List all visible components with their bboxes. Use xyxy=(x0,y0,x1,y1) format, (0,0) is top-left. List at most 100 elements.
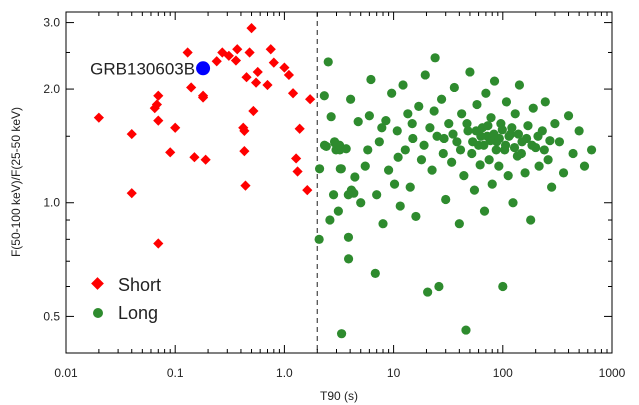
long-grb-point xyxy=(504,131,514,141)
short-grb-point xyxy=(165,147,176,158)
long-grb-point xyxy=(419,140,429,150)
short-grb-point xyxy=(189,152,200,163)
long-grb-point xyxy=(527,140,537,150)
long-grb-point xyxy=(586,145,597,155)
legend-long-marker xyxy=(93,308,103,318)
y-tick-label: 1.0 xyxy=(43,196,60,210)
long-grb-point xyxy=(360,161,370,171)
long-grb-point xyxy=(469,185,480,195)
long-grb-point xyxy=(508,198,518,208)
long-grb-point xyxy=(521,133,532,144)
x-axis-title: T90 (s) xyxy=(320,389,358,403)
short-grb-point xyxy=(252,66,263,78)
long-grb-point xyxy=(407,119,417,129)
long-grb-point xyxy=(540,97,550,107)
long-grb-point xyxy=(425,123,435,133)
long-grb-point xyxy=(350,172,360,182)
short-grb-point xyxy=(93,112,104,123)
short-grb-point xyxy=(287,88,299,99)
long-grb-point xyxy=(484,155,494,165)
long-grb-point xyxy=(343,232,354,242)
long-grb-point xyxy=(457,109,467,119)
long-grb-point xyxy=(408,133,418,144)
long-grb-point xyxy=(507,123,517,133)
long-grb-point xyxy=(366,74,376,85)
long-grb-point xyxy=(444,119,454,129)
long-grb-point xyxy=(326,112,336,122)
y-tick-label: 3.0 xyxy=(43,16,60,30)
short-grb-point xyxy=(126,188,137,199)
long-grb-point xyxy=(405,182,415,192)
long-grb-point xyxy=(420,70,430,80)
y-tick-label: 0.5 xyxy=(43,309,60,323)
short-grb-point xyxy=(302,185,313,196)
annotation-label: GRB130603B xyxy=(90,59,195,78)
long-grb-point xyxy=(335,164,345,174)
long-grb-point xyxy=(539,145,549,155)
long-grb-point xyxy=(434,281,444,292)
long-grb-point xyxy=(483,121,493,131)
long-grb-point xyxy=(462,119,472,129)
long-grb-point xyxy=(384,165,394,175)
long-grb-point xyxy=(439,133,449,144)
long-grb-point xyxy=(363,145,373,155)
long-grb-point xyxy=(452,137,462,147)
long-grb-point xyxy=(459,170,469,181)
long-grb-point xyxy=(513,129,524,139)
long-grb-point xyxy=(550,119,560,129)
y-axis: 0.5 1.0 2.0 3.0 xyxy=(43,16,612,354)
long-grb-point xyxy=(463,126,473,136)
long-grb-point xyxy=(398,80,408,90)
highlight-point xyxy=(196,61,211,76)
x-tick-label: 100 xyxy=(493,366,513,380)
long-grb-point xyxy=(381,116,391,126)
long-grb-point xyxy=(336,329,347,339)
long-grb-point xyxy=(400,145,410,155)
legend-short-label: Short xyxy=(118,275,161,295)
long-grb-point xyxy=(579,161,590,171)
long-grb-point xyxy=(547,182,557,192)
long-grb-point xyxy=(377,123,387,133)
y-tick-label: 2.0 xyxy=(43,82,60,96)
long-grb-point xyxy=(447,157,457,167)
long-grb-point xyxy=(475,160,485,170)
long-grb-point xyxy=(479,206,490,216)
long-grb-point xyxy=(500,140,511,150)
long-grb-point xyxy=(455,145,466,155)
long-grb-point xyxy=(501,97,512,107)
legend-long-label: Long xyxy=(118,303,158,323)
long-grb-point xyxy=(520,168,530,178)
x-tick-label: 1000 xyxy=(599,366,626,380)
legend-short-marker xyxy=(91,277,104,290)
x-tick-label: 0.1 xyxy=(167,366,184,380)
long-grb-point xyxy=(328,190,339,200)
long-grb-point xyxy=(574,126,584,136)
long-grb-point xyxy=(438,148,448,159)
long-grb-point xyxy=(429,106,439,116)
long-grb-point xyxy=(523,121,533,131)
x-axis: 0.01 0.1 1.0 10 100 1000 xyxy=(54,12,626,380)
short-grb-point xyxy=(294,123,305,134)
x-tick-label: 0.01 xyxy=(54,366,78,380)
long-grb-point xyxy=(449,82,459,93)
long-grb-point xyxy=(323,57,333,67)
long-grb-point xyxy=(481,88,491,98)
long-grb-point xyxy=(558,168,569,178)
long-grb-point xyxy=(314,164,325,174)
long-grb-point xyxy=(374,137,384,147)
long-grb-point xyxy=(563,111,574,121)
long-grb-point xyxy=(346,94,356,104)
short-grb-point xyxy=(186,82,197,93)
long-grb-point xyxy=(534,161,544,171)
short-grb-point xyxy=(246,23,257,34)
long-grb-point xyxy=(387,88,397,98)
short-grb-point xyxy=(153,90,164,101)
short-grb-point xyxy=(170,122,181,133)
short-grb-point xyxy=(239,125,250,136)
long-grb-point xyxy=(430,53,440,63)
long-grb-point xyxy=(503,170,513,181)
short-grb-point xyxy=(268,57,279,68)
long-grb-point xyxy=(389,179,400,189)
short-grb-point xyxy=(305,94,316,105)
long-grb-point xyxy=(543,155,553,165)
